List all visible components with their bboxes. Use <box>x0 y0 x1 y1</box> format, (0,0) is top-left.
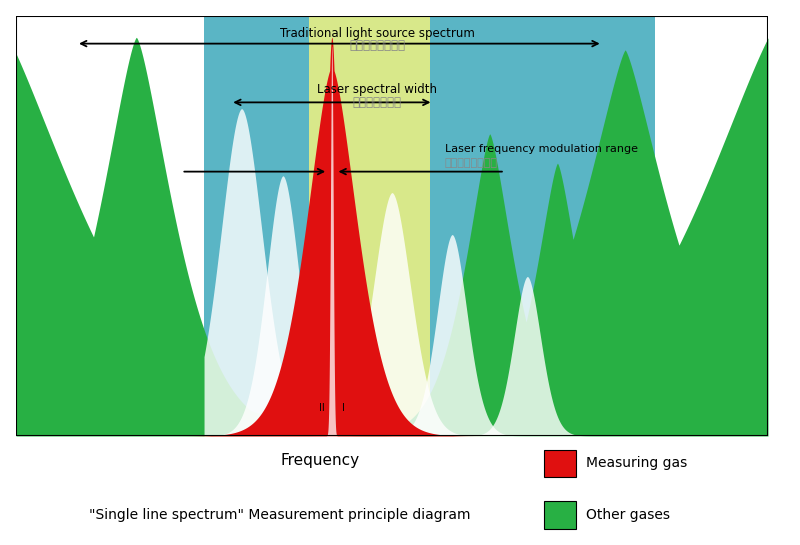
Text: 激光频率调制范围: 激光频率调制范围 <box>445 158 498 168</box>
Text: I: I <box>342 403 345 413</box>
Text: Frequency: Frequency <box>281 453 359 468</box>
Bar <box>310 16 430 436</box>
Text: Measuring gas: Measuring gas <box>586 456 687 470</box>
Bar <box>204 16 655 436</box>
Text: Traditional light source spectrum: Traditional light source spectrum <box>279 27 474 40</box>
Text: Laser spectral width: Laser spectral width <box>317 83 437 96</box>
Text: Laser frequency modulation range: Laser frequency modulation range <box>445 144 638 154</box>
Text: Other gases: Other gases <box>586 508 670 522</box>
Text: II: II <box>319 403 325 413</box>
Text: 传统光源光谱宽度: 传统光源光谱宽度 <box>349 39 405 52</box>
Text: 激光器光谱宽度: 激光器光谱宽度 <box>353 96 402 109</box>
Text: "Single line spectrum" Measurement principle diagram: "Single line spectrum" Measurement princ… <box>90 508 470 522</box>
